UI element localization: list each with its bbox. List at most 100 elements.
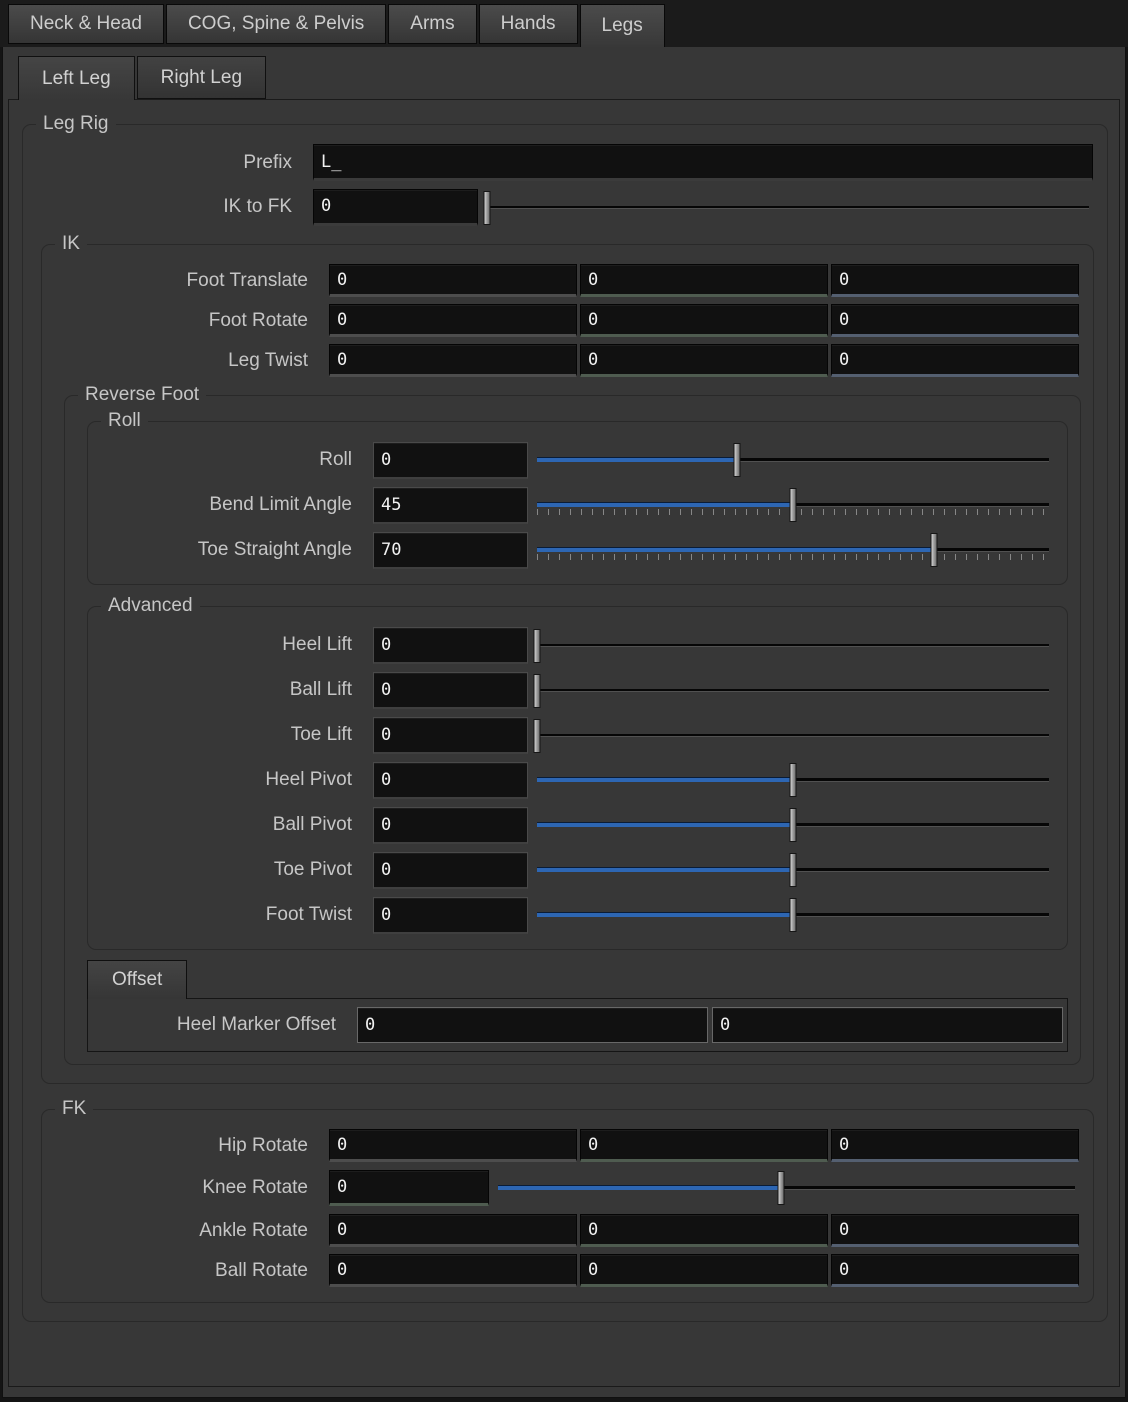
- slider-handle[interactable]: [533, 719, 541, 753]
- toe-pivot-input[interactable]: 0: [373, 851, 528, 889]
- tab-arms[interactable]: Arms: [388, 4, 477, 44]
- ball-rotate-x-input[interactable]: 0: [329, 1254, 577, 1287]
- ball-pivot-slider[interactable]: [535, 806, 1053, 844]
- toe-lift-slider[interactable]: [533, 716, 1053, 754]
- ik-to-fk-label: IK to FK: [223, 196, 292, 217]
- tab-offset[interactable]: Offset: [87, 960, 188, 999]
- foot-translate-y-input[interactable]: 0: [580, 264, 828, 297]
- toe-straight-angle-slider[interactable]: [535, 531, 1053, 569]
- tab-left-leg[interactable]: Left Leg: [18, 56, 135, 100]
- leg-twist-x-input[interactable]: 0: [329, 344, 577, 377]
- slider-handle[interactable]: [483, 191, 491, 225]
- slider-handle[interactable]: [733, 443, 741, 477]
- slider-handle[interactable]: [789, 853, 797, 887]
- leg-sub-tab-bar: Left Leg Right Leg: [3, 47, 1125, 100]
- foot-translate-x-input[interactable]: 0: [329, 264, 577, 297]
- foot-rotate-z-input[interactable]: 0: [831, 304, 1079, 337]
- bend-limit-angle-label: Bend Limit Angle: [209, 494, 352, 515]
- slider-handle[interactable]: [789, 488, 797, 522]
- slider-handle[interactable]: [789, 808, 797, 842]
- heel-pivot-input[interactable]: 0: [373, 761, 528, 799]
- ankle-rotate-fields: 0 0 0: [329, 1214, 1079, 1247]
- slider-handle[interactable]: [789, 763, 797, 797]
- tab-legs[interactable]: Legs: [579, 4, 665, 47]
- ik-to-fk-input[interactable]: 0: [313, 188, 478, 226]
- ankle-rotate-x-input[interactable]: 0: [329, 1214, 577, 1247]
- slider-handle[interactable]: [789, 898, 797, 932]
- roll-input[interactable]: 0: [373, 441, 528, 479]
- heel-marker-offset-v-input[interactable]: 0: [712, 1007, 1063, 1043]
- slider-track[interactable]: [537, 898, 1049, 932]
- heel-lift-slider[interactable]: [533, 626, 1053, 664]
- hip-rotate-x-input[interactable]: 0: [329, 1129, 577, 1162]
- foot-translate-z-input[interactable]: 0: [831, 264, 1079, 297]
- ball-lift-input[interactable]: 0: [373, 671, 528, 709]
- slider-handle[interactable]: [777, 1171, 785, 1205]
- reverse-foot-legend: Reverse Foot: [85, 384, 200, 405]
- field-value: 0: [381, 859, 392, 880]
- toe-lift-input[interactable]: 0: [373, 716, 528, 754]
- tab-neck-and-head[interactable]: Neck & Head: [8, 4, 164, 44]
- field-value: 0: [720, 1015, 731, 1035]
- hip-rotate-y-input[interactable]: 0: [580, 1129, 828, 1162]
- bend-limit-angle-input[interactable]: 45: [373, 486, 528, 524]
- slider-track[interactable]: [537, 533, 1049, 567]
- slider-track[interactable]: [537, 488, 1049, 522]
- ball-pivot-input[interactable]: 0: [373, 806, 528, 844]
- slider-track[interactable]: [483, 191, 1089, 225]
- leg-twist-y-input[interactable]: 0: [580, 344, 828, 377]
- hip-rotate-z-input[interactable]: 0: [831, 1129, 1079, 1162]
- hip-rotate-row: Hip Rotate 0 0 0: [50, 1129, 1079, 1162]
- toe-straight-angle-input[interactable]: 70: [373, 531, 528, 569]
- tab-hands[interactable]: Hands: [478, 4, 578, 44]
- ball-rotate-label: Ball Rotate: [215, 1259, 308, 1281]
- ankle-rotate-y-input[interactable]: 0: [580, 1214, 828, 1247]
- tab-cog-spine-pelvis[interactable]: COG, Spine & Pelvis: [165, 4, 387, 44]
- heel-lift-input[interactable]: 0: [373, 626, 528, 664]
- slider-handle[interactable]: [533, 674, 541, 708]
- foot-rotate-x-input[interactable]: 0: [329, 304, 577, 337]
- slider-track[interactable]: [537, 443, 1049, 477]
- roll-row: Roll 0: [96, 441, 1053, 479]
- ball-pivot-row: Ball Pivot 0: [96, 806, 1053, 844]
- ball-lift-slider[interactable]: [533, 671, 1053, 709]
- field-value: 0: [588, 1219, 599, 1240]
- field-value: 0: [337, 1219, 348, 1240]
- knee-rotate-slider[interactable]: [496, 1169, 1079, 1207]
- foot-twist-input[interactable]: 0: [373, 896, 528, 934]
- field-value: 0: [337, 349, 348, 370]
- slider-track[interactable]: [537, 808, 1049, 842]
- slider-handle[interactable]: [533, 629, 541, 663]
- foot-twist-row: Foot Twist 0: [96, 896, 1053, 934]
- bend-limit-angle-slider[interactable]: [535, 486, 1053, 524]
- field-value: 0: [839, 1134, 850, 1155]
- slider-track[interactable]: [533, 629, 1049, 663]
- knee-rotate-input[interactable]: 0: [329, 1170, 489, 1206]
- knee-rotate-label: Knee Rotate: [202, 1177, 308, 1198]
- slider-track[interactable]: [537, 853, 1049, 887]
- heel-marker-offset-u-input[interactable]: 0: [357, 1007, 708, 1043]
- bend-limit-angle-row: Bend Limit Angle 45: [96, 486, 1053, 524]
- ball-rotate-y-input[interactable]: 0: [580, 1254, 828, 1287]
- tab-right-leg[interactable]: Right Leg: [136, 56, 267, 99]
- foot-rotate-y-input[interactable]: 0: [580, 304, 828, 337]
- toe-pivot-label: Toe Pivot: [273, 859, 352, 880]
- ik-to-fk-slider[interactable]: [483, 188, 1093, 226]
- slider-handle[interactable]: [930, 533, 938, 567]
- slider-track[interactable]: [498, 1171, 1075, 1205]
- leg-twist-z-input[interactable]: 0: [831, 344, 1079, 377]
- slider-track[interactable]: [533, 674, 1049, 708]
- roll-slider[interactable]: [535, 441, 1053, 479]
- field-value: 0: [381, 904, 392, 925]
- roll-group: Roll Roll 0: [87, 410, 1068, 585]
- slider-track[interactable]: [537, 763, 1049, 797]
- ball-lift-row: Ball Lift 0: [96, 671, 1053, 709]
- field-value: 0: [381, 724, 392, 745]
- foot-twist-slider[interactable]: [535, 896, 1053, 934]
- heel-pivot-slider[interactable]: [535, 761, 1053, 799]
- ankle-rotate-z-input[interactable]: 0: [831, 1214, 1079, 1247]
- prefix-input[interactable]: L_: [313, 144, 1093, 181]
- toe-pivot-slider[interactable]: [535, 851, 1053, 889]
- slider-track[interactable]: [533, 719, 1049, 753]
- ball-rotate-z-input[interactable]: 0: [831, 1254, 1079, 1287]
